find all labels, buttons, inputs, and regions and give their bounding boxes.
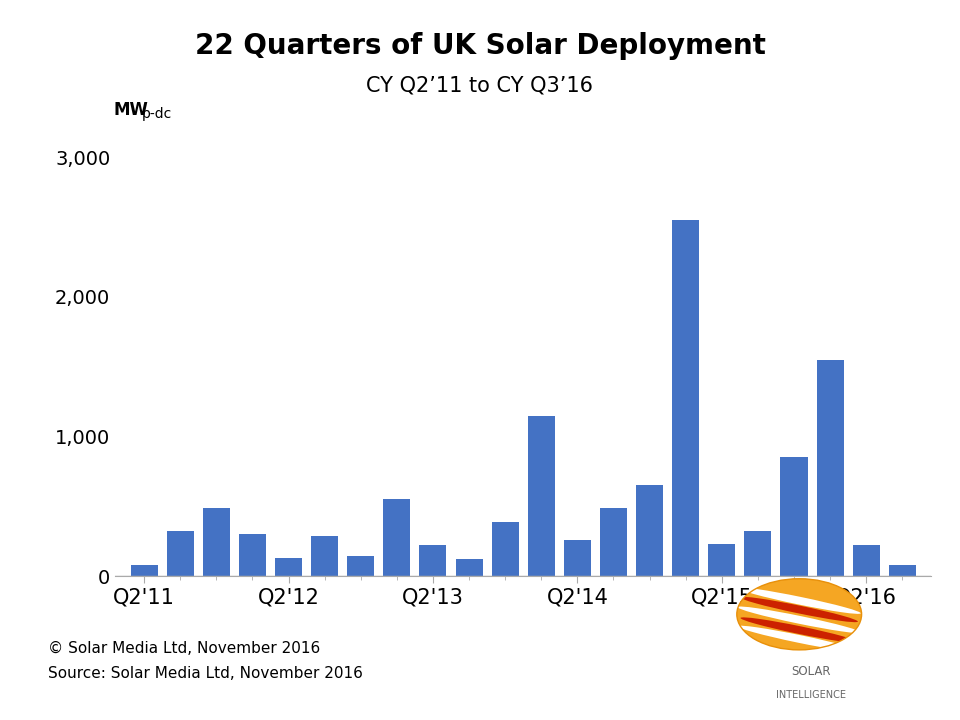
Bar bbox=[167, 531, 194, 576]
Bar bbox=[600, 508, 627, 576]
Text: INTELLIGENCE: INTELLIGENCE bbox=[777, 690, 846, 700]
Bar bbox=[203, 508, 229, 576]
Bar bbox=[383, 499, 410, 576]
Text: Source: Solar Media Ltd, November 2016: Source: Solar Media Ltd, November 2016 bbox=[48, 666, 363, 681]
Text: MW: MW bbox=[113, 101, 148, 119]
Bar bbox=[708, 544, 735, 576]
Bar bbox=[239, 534, 266, 576]
Bar bbox=[420, 545, 446, 576]
Bar bbox=[492, 521, 518, 576]
Text: 22 Quarters of UK Solar Deployment: 22 Quarters of UK Solar Deployment bbox=[195, 32, 765, 60]
Ellipse shape bbox=[737, 626, 861, 652]
Bar bbox=[672, 220, 699, 576]
Bar bbox=[455, 559, 483, 576]
Bar bbox=[852, 545, 879, 576]
Text: SOLAR: SOLAR bbox=[791, 665, 831, 678]
Text: CY Q2’11 to CY Q3’16: CY Q2’11 to CY Q3’16 bbox=[367, 76, 593, 96]
Ellipse shape bbox=[740, 597, 858, 622]
Bar bbox=[528, 415, 555, 576]
Ellipse shape bbox=[737, 588, 861, 614]
Bar bbox=[348, 557, 374, 576]
Bar bbox=[889, 564, 916, 576]
Circle shape bbox=[737, 579, 861, 650]
Bar bbox=[744, 531, 772, 576]
Bar bbox=[817, 360, 844, 576]
Bar bbox=[564, 540, 591, 576]
Text: © Solar Media Ltd, November 2016: © Solar Media Ltd, November 2016 bbox=[48, 641, 321, 656]
Bar bbox=[131, 564, 157, 576]
Bar bbox=[780, 457, 807, 576]
Bar bbox=[636, 485, 663, 576]
Text: p-dc: p-dc bbox=[142, 107, 173, 121]
Ellipse shape bbox=[740, 617, 858, 643]
Ellipse shape bbox=[737, 606, 861, 633]
Bar bbox=[311, 536, 338, 576]
Bar bbox=[275, 558, 302, 576]
